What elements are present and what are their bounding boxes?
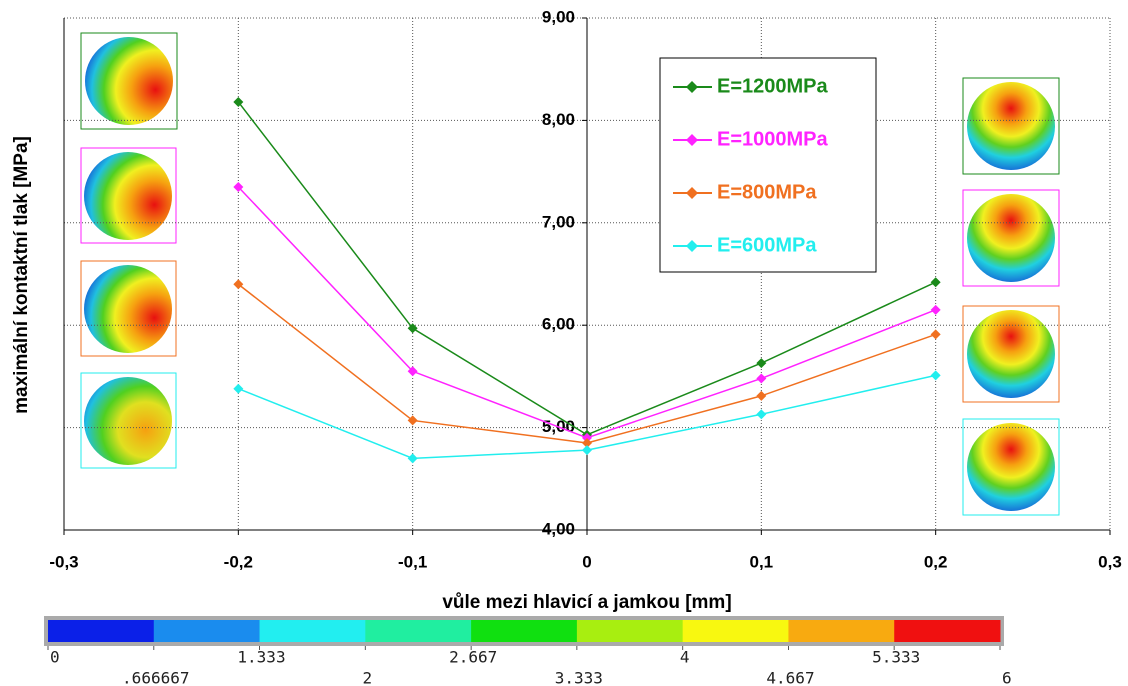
y-tick-label: 4,00 [542, 519, 575, 538]
colorbar-segment [48, 620, 154, 642]
data-point [756, 409, 766, 419]
legend-label: E=600MPa [717, 234, 817, 256]
y-tick-label: 7,00 [542, 212, 575, 231]
data-point [931, 277, 941, 287]
data-point [233, 384, 243, 394]
colorbar-label: 1.333 [237, 648, 285, 667]
sphere [967, 82, 1055, 170]
data-point [931, 329, 941, 339]
x-tick-label: -0,2 [224, 552, 253, 571]
y-tick-label: 8,00 [542, 110, 575, 129]
legend: E=1200MPa E=1000MPa E=800MPa E=600MPa [660, 58, 876, 272]
colorbar-segment [154, 620, 260, 642]
colorbar-label: .666667 [122, 669, 189, 686]
y-tick-label: 6,00 [542, 315, 575, 334]
sphere [84, 152, 172, 240]
data-point [931, 305, 941, 315]
colorbar-segment [365, 620, 471, 642]
x-tick-label: 0,2 [924, 552, 948, 571]
sphere [84, 377, 172, 465]
sphere [967, 194, 1055, 282]
colorbar-segment [471, 620, 577, 642]
sphere-images [81, 33, 1059, 515]
colorbar-segment [260, 620, 366, 642]
colorbar-label: 2 [363, 669, 373, 686]
data-point [931, 370, 941, 380]
x-tick-label: -0,3 [49, 552, 78, 571]
x-tick-label: 0,3 [1098, 552, 1122, 571]
data-point [756, 391, 766, 401]
colorbar-segment [894, 620, 1000, 642]
colorbar-segment [788, 620, 894, 642]
page: {"chart_data": {"type": "line", "x_label… [0, 0, 1128, 686]
x-tick-label: 0,1 [750, 552, 774, 571]
colorbar-label: 4.667 [766, 669, 814, 686]
colorbar-label: 0 [50, 648, 60, 667]
sphere [85, 37, 173, 125]
chart: maximální kontaktní tlak [MPa] vůle mezi… [0, 0, 1128, 686]
y-axis-label: maximální kontaktní tlak [MPa] [11, 136, 32, 414]
x-tick-label: -0,1 [398, 552, 427, 571]
data-point [582, 445, 592, 455]
colorbar-label: 6 [1002, 669, 1012, 686]
legend-label: E=1000MPa [717, 128, 829, 150]
sphere [84, 265, 172, 353]
data-point [408, 453, 418, 463]
x-axis-label: vůle mezi hlavicí a jamkou [mm] [442, 592, 731, 613]
sphere [967, 310, 1055, 398]
data-point [756, 358, 766, 368]
colorbar-label: 4 [680, 648, 690, 667]
colorbar-label: 2.667 [449, 648, 497, 667]
colorbar-segment [577, 620, 683, 642]
colorbar-label: 5.333 [872, 648, 920, 667]
y-tick-label: 9,00 [542, 7, 575, 26]
colorbar-label: 3.333 [555, 669, 603, 686]
legend-label: E=1200MPa [717, 75, 829, 97]
x-tick-label: 0 [582, 552, 591, 571]
colorbar-segment [683, 620, 789, 642]
sphere [967, 423, 1055, 511]
legend-label: E=800MPa [717, 181, 817, 203]
data-point [756, 373, 766, 383]
